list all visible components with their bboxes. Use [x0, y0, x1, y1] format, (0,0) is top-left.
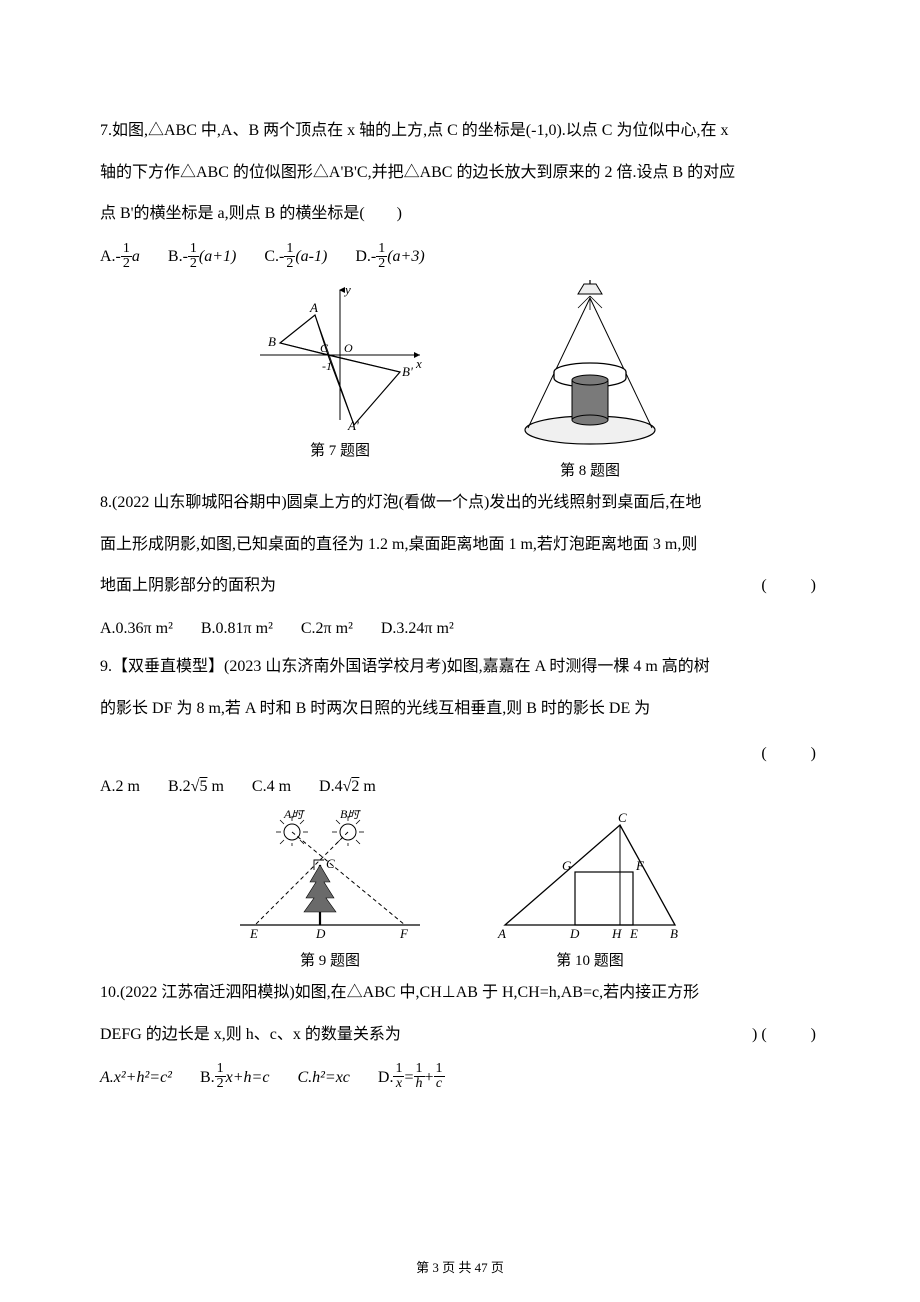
svg-text:D: D: [569, 926, 580, 940]
svg-text:B': B': [402, 364, 413, 379]
q7-option-d: D.-12(a+3): [355, 239, 424, 274]
q10-line1: 10.(2022 江苏宿迁泗阳模拟)如图,在△ABC 中,CH⊥AB 于 H,C…: [100, 972, 820, 1014]
q10-diagram: A B C D E H G F: [490, 810, 690, 940]
q7-caption: 第 7 题图: [250, 439, 430, 460]
q10-figure: A B C D E H G F 第 10 题图: [490, 810, 690, 970]
q7-q8-figures: y x O -1 A B C A' B' 第 7 题图: [100, 280, 820, 480]
q8-option-b: B.0.81π m²: [201, 611, 273, 646]
q9-line2: 的影长 DF 为 8 m,若 A 时和 B 时两次日照的光线互相垂直,则 B 时…: [100, 688, 820, 730]
q7-diagram: y x O -1 A B C A' B': [250, 280, 430, 430]
q8-line3: 地面上阴影部分的面积为 ( ): [100, 565, 820, 607]
q9-diagram: E D F C A时 B时: [230, 810, 430, 940]
q7-option-a: A.-12a: [100, 239, 140, 274]
q9-caption: 第 9 题图: [230, 949, 430, 970]
q8-option-d: D.3.24π m²: [381, 611, 454, 646]
q8-options: A.0.36π m² B.0.81π m² C.2π m² D.3.24π m²: [100, 611, 820, 646]
svg-text:A: A: [309, 300, 318, 315]
q7-options: A.-12a B.-12(a+1) C.-12(a-1) D.-12(a+3): [100, 239, 820, 274]
q7-option-c: C.-12(a-1): [264, 239, 327, 274]
q10-line2: DEFG 的边长是 x,则 h、c、x 的数量关系为 )( ): [100, 1014, 820, 1056]
svg-text:B: B: [268, 334, 276, 349]
q8-diagram: [510, 280, 670, 450]
q8-paren: ( ): [761, 565, 820, 607]
q10-paren: )( ): [752, 1014, 820, 1056]
svg-text:F: F: [635, 858, 645, 873]
page: 7.如图,△ABC 中,A、B 两个顶点在 x 轴的上方,点 C 的坐标是(-1…: [0, 0, 920, 1302]
svg-text:C: C: [618, 810, 627, 825]
axis-y-label: y: [343, 282, 351, 297]
svg-text:H: H: [611, 926, 622, 940]
page-number: 第 3 页 共 47 页: [0, 1257, 920, 1276]
q7-line2: 轴的下方作△ABC 的位似图形△A'B'C,并把△ABC 的边长放大到原来的 2…: [100, 152, 820, 194]
q7-option-b: B.-12(a+1): [168, 239, 236, 274]
q8-line2: 面上形成阴影,如图,已知桌面的直径为 1.2 m,桌面距离地面 1 m,若灯泡距…: [100, 524, 820, 566]
svg-text:G: G: [562, 858, 572, 873]
q9-options: A.2 m B.2√5 m C.4 m D.4√2 m: [100, 769, 820, 804]
q9-q10-figures: E D F C A时 B时: [100, 810, 820, 970]
q9-paren: ( ): [100, 739, 820, 763]
svg-text:D: D: [315, 926, 326, 940]
q8-figure: 第 8 题图: [510, 280, 670, 480]
q7-figure: y x O -1 A B C A' B' 第 7 题图: [250, 280, 430, 480]
q10-options: A.x²+h²=c² B.12x+h=c C.h²=xc D.1x=1h+1c: [100, 1060, 820, 1095]
svg-text:B: B: [670, 926, 678, 940]
svg-text:A': A': [347, 418, 359, 430]
q10-caption: 第 10 题图: [490, 949, 690, 970]
q9-option-d: D.4√2 m: [319, 769, 376, 804]
q8-option-a: A.0.36π m²: [100, 611, 173, 646]
q8-option-c: C.2π m²: [301, 611, 353, 646]
svg-text:A时: A时: [283, 810, 305, 821]
svg-text:F: F: [399, 926, 409, 940]
q8-caption: 第 8 题图: [510, 459, 670, 480]
svg-text:A: A: [497, 926, 506, 940]
frac-half: 12: [121, 242, 132, 271]
q8-line1: 8.(2022 山东聊城阳谷期中)圆桌上方的灯泡(看做一个点)发出的光线照射到桌…: [100, 482, 820, 524]
q10-option-d: D.1x=1h+1c: [378, 1060, 445, 1095]
svg-text:B时: B时: [340, 810, 361, 821]
q9-figure: E D F C A时 B时: [230, 810, 430, 970]
q9-option-b: B.2√5 m: [168, 769, 224, 804]
q9-option-a: A.2 m: [100, 769, 140, 804]
q10-option-a: A.x²+h²=c²: [100, 1060, 172, 1095]
q9-line1: 9.【双垂直模型】(2023 山东济南外国语学校月考)如图,嘉嘉在 A 时测得一…: [100, 646, 820, 688]
origin-label: O: [344, 341, 353, 355]
q7-line3: 点 B'的横坐标是 a,则点 B 的横坐标是( ): [100, 193, 820, 235]
q10-option-b: B.12x+h=c: [200, 1060, 269, 1095]
q9-option-c: C.4 m: [252, 769, 291, 804]
svg-text:E: E: [629, 926, 638, 940]
svg-text:E: E: [249, 926, 258, 940]
axis-x-label: x: [415, 356, 422, 371]
q10-option-c: C.h²=xc: [297, 1060, 349, 1095]
q7-line1: 7.如图,△ABC 中,A、B 两个顶点在 x 轴的上方,点 C 的坐标是(-1…: [100, 110, 820, 152]
